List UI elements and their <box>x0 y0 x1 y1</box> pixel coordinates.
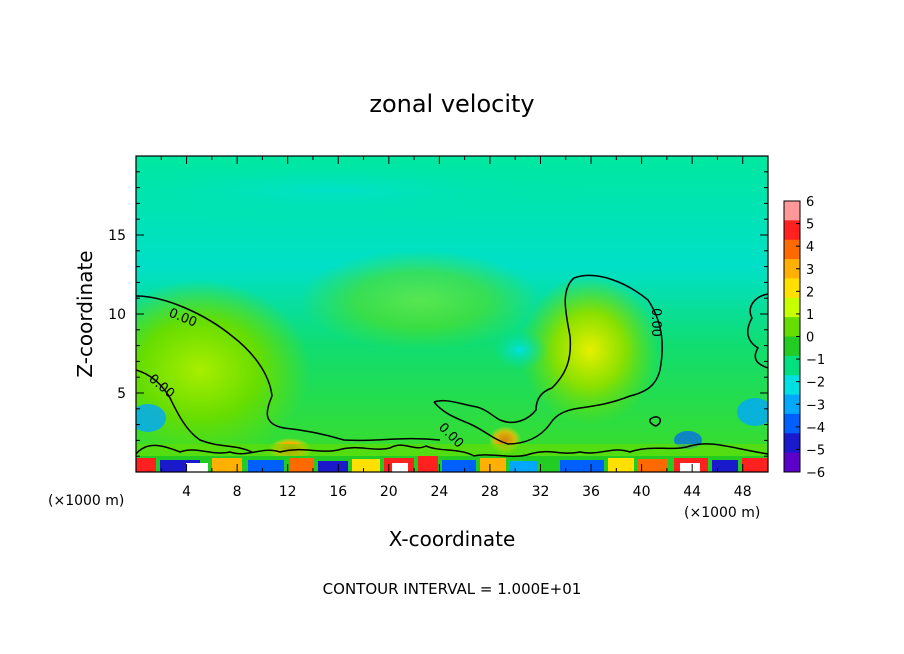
surface-patch <box>290 458 314 472</box>
cold-spot-right <box>737 398 768 426</box>
surface-patch <box>212 458 242 472</box>
colorbar-segment <box>784 433 800 454</box>
colorbar-segment <box>784 394 800 415</box>
x-axis: 4 8 12 16 20 24 28 32 36 40 44 48 <box>160 156 752 500</box>
colorbar-segment <box>784 336 800 357</box>
contour-left-upper <box>136 295 441 442</box>
colorbar-segment <box>784 452 800 473</box>
contour-left-lower <box>136 369 253 453</box>
colorbar-segment <box>784 355 800 376</box>
surface-patch <box>318 461 348 472</box>
colorbar-segment <box>784 375 800 396</box>
contour-label: 0.00 <box>648 308 663 337</box>
surface-patch <box>560 460 604 472</box>
colorbar-segment <box>784 239 800 260</box>
colorbar-tick-label: −1 <box>806 353 825 368</box>
upper-cyan-band <box>136 158 590 222</box>
y-tick-label: 10 <box>108 307 126 323</box>
colorbar-tick-label: 0 <box>806 331 814 346</box>
colorbar-segment <box>784 220 800 241</box>
surface-patch <box>510 461 538 472</box>
x-tick-label: 36 <box>582 484 600 500</box>
colorbar-tick-label: −6 <box>806 466 825 481</box>
contour-mid-bubble <box>433 274 663 445</box>
colorbar-segment <box>784 317 800 337</box>
colorbar-segment <box>784 297 800 318</box>
x-unit-label-right: (×1000 m) <box>684 505 760 521</box>
heatmap-field: 0.00 0.00 0.00 0.00 <box>136 156 768 472</box>
colorbar-segment <box>784 278 800 299</box>
x-tick-label: 48 <box>734 484 752 500</box>
colorbar-tick-label: −2 <box>806 376 825 391</box>
surface-patch <box>352 459 380 472</box>
surface-patch <box>638 459 668 472</box>
surface-patch <box>742 458 768 472</box>
surface-patch <box>680 463 700 472</box>
y-tick-label: 15 <box>108 228 126 244</box>
center-green-region <box>300 250 540 350</box>
contour-lines <box>136 274 768 458</box>
contour-bottom-band <box>136 443 768 458</box>
surface-patch <box>442 460 476 472</box>
x-axis-label: X-coordinate <box>389 527 516 551</box>
contour-interval-note: CONTOUR INTERVAL = 1.000E+01 <box>323 580 582 598</box>
surface-patch <box>186 463 208 472</box>
x-tick-label: 28 <box>481 484 499 500</box>
mid-cyan-spot <box>492 330 548 370</box>
colorbar: 6 5 4 3 2 1 0 −1 −2 −3 −4 −5 −6 <box>783 195 825 481</box>
x-unit-label-left: (×1000 m) <box>48 493 124 509</box>
surface-patch <box>608 458 634 472</box>
colorbar-tick-label: −4 <box>806 421 825 436</box>
colorbar-segment <box>784 201 800 221</box>
surface-patch <box>248 460 284 472</box>
colorbar-tick-label: −5 <box>806 443 825 458</box>
x-tick-label: 40 <box>633 484 651 500</box>
y-tick-label: 5 <box>117 386 126 402</box>
x-tick-label: 24 <box>430 484 448 500</box>
x-tick-label: 20 <box>380 484 398 500</box>
contour-right-edge <box>746 293 768 369</box>
mid-warm-region <box>520 275 660 425</box>
cold-spot-left <box>136 404 166 432</box>
surface-patch <box>136 458 156 472</box>
x-tick-label: 16 <box>329 484 347 500</box>
x-tick-label: 4 <box>182 484 191 500</box>
x-tick-label: 32 <box>532 484 550 500</box>
colorbar-segment <box>784 413 800 434</box>
colorbar-tick-label: 1 <box>806 308 814 323</box>
surface-patch <box>712 460 738 472</box>
colorbar-tick-label: 5 <box>806 218 814 233</box>
colorbar-segment <box>784 259 800 279</box>
y-axis: 5 10 15 <box>108 171 768 457</box>
colorbar-tick-label: 2 <box>806 285 814 300</box>
colorbar-tick-label: 4 <box>806 240 814 255</box>
x-tick-label: 12 <box>279 484 297 500</box>
colorbar-tick-label: −3 <box>806 398 825 413</box>
chart-title: zonal velocity <box>369 90 534 118</box>
contour-small-41km <box>649 416 662 427</box>
y-axis-label: Z-coordinate <box>73 250 97 377</box>
x-tick-label: 8 <box>233 484 242 500</box>
surface-patch <box>418 456 438 472</box>
colorbar-tick-label: 3 <box>806 263 814 278</box>
surface-patch <box>392 463 408 472</box>
colorbar-tick-label: 6 <box>806 195 814 210</box>
x-tick-label: 44 <box>683 484 701 500</box>
surface-patch <box>480 458 506 472</box>
